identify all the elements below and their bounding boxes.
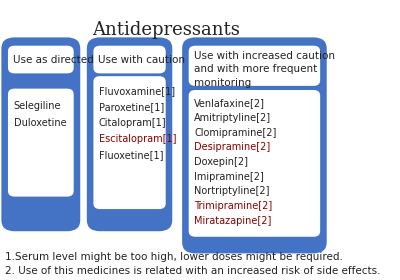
Text: Clomipramine[2]: Clomipramine[2] (194, 128, 277, 138)
Text: Use with increased caution
and with more frequent
monitoring: Use with increased caution and with more… (194, 51, 335, 88)
FancyBboxPatch shape (8, 89, 74, 197)
FancyBboxPatch shape (8, 46, 74, 73)
FancyBboxPatch shape (1, 38, 80, 231)
Text: Citalopram[1]: Citalopram[1] (99, 118, 167, 128)
Text: Use as directed: Use as directed (13, 55, 94, 65)
FancyBboxPatch shape (189, 46, 320, 86)
Text: Amitriptyline[2]: Amitriptyline[2] (194, 113, 272, 123)
Text: Doxepin[2]: Doxepin[2] (194, 157, 248, 167)
FancyBboxPatch shape (94, 46, 166, 73)
Text: Antidepressants: Antidepressants (92, 21, 240, 39)
Text: Fluoxetine[1]: Fluoxetine[1] (99, 150, 164, 160)
Text: Venlafaxine[2]: Venlafaxine[2] (194, 98, 265, 108)
Text: 2. Use of this medicines is related with an increased risk of side effects.: 2. Use of this medicines is related with… (5, 266, 380, 276)
Text: Fluvoxamine[1]: Fluvoxamine[1] (99, 86, 175, 96)
Text: Desipramine[2]: Desipramine[2] (194, 142, 270, 152)
Text: Nortriptyline[2]: Nortriptyline[2] (194, 186, 270, 196)
Text: Selegiline: Selegiline (14, 101, 61, 111)
Text: Use with caution: Use with caution (98, 55, 185, 65)
FancyBboxPatch shape (189, 90, 320, 237)
Text: 1.Serum level might be too high, lower doses might be required.: 1.Serum level might be too high, lower d… (5, 252, 342, 262)
Text: Duloxetine: Duloxetine (14, 118, 66, 128)
FancyBboxPatch shape (182, 38, 327, 253)
Text: Escitalopram[1]: Escitalopram[1] (99, 134, 176, 144)
FancyBboxPatch shape (87, 38, 172, 231)
Text: Miratazapine[2]: Miratazapine[2] (194, 216, 272, 226)
Text: Imipramine[2]: Imipramine[2] (194, 172, 264, 182)
Text: Paroxetine[1]: Paroxetine[1] (99, 102, 164, 112)
FancyBboxPatch shape (94, 76, 166, 209)
Text: Trimipramine[2]: Trimipramine[2] (194, 201, 272, 211)
